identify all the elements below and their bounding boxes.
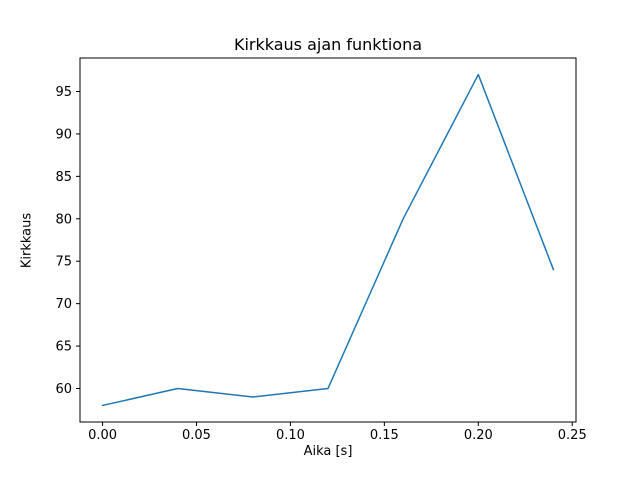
- x-tick-label: 0.00: [88, 428, 117, 443]
- y-tick-label: 95: [55, 85, 72, 100]
- y-tick-label: 90: [55, 127, 72, 142]
- y-tick-label: 60: [55, 382, 72, 397]
- y-tick-label: 80: [55, 212, 72, 227]
- x-tick-label: 0.20: [464, 428, 493, 443]
- axes-frame: [79, 57, 577, 423]
- y-tick-label: 85: [55, 170, 72, 185]
- x-tick-label: 0.25: [558, 428, 587, 443]
- x-tick-label: 0.10: [276, 428, 305, 443]
- data-line: [101, 73, 555, 407]
- x-tick-label: 0.15: [370, 428, 399, 443]
- y-tick-label: 65: [55, 340, 72, 355]
- x-axis-label: Aika [s]: [303, 444, 353, 459]
- y-tick-label: 75: [55, 255, 72, 270]
- chart-title: Kirkkaus ajan funktiona: [233, 35, 423, 54]
- y-axis-label: Kirkkaus: [19, 212, 35, 269]
- y-tick-label: 70: [55, 297, 72, 312]
- x-tick-label: 0.05: [182, 428, 211, 443]
